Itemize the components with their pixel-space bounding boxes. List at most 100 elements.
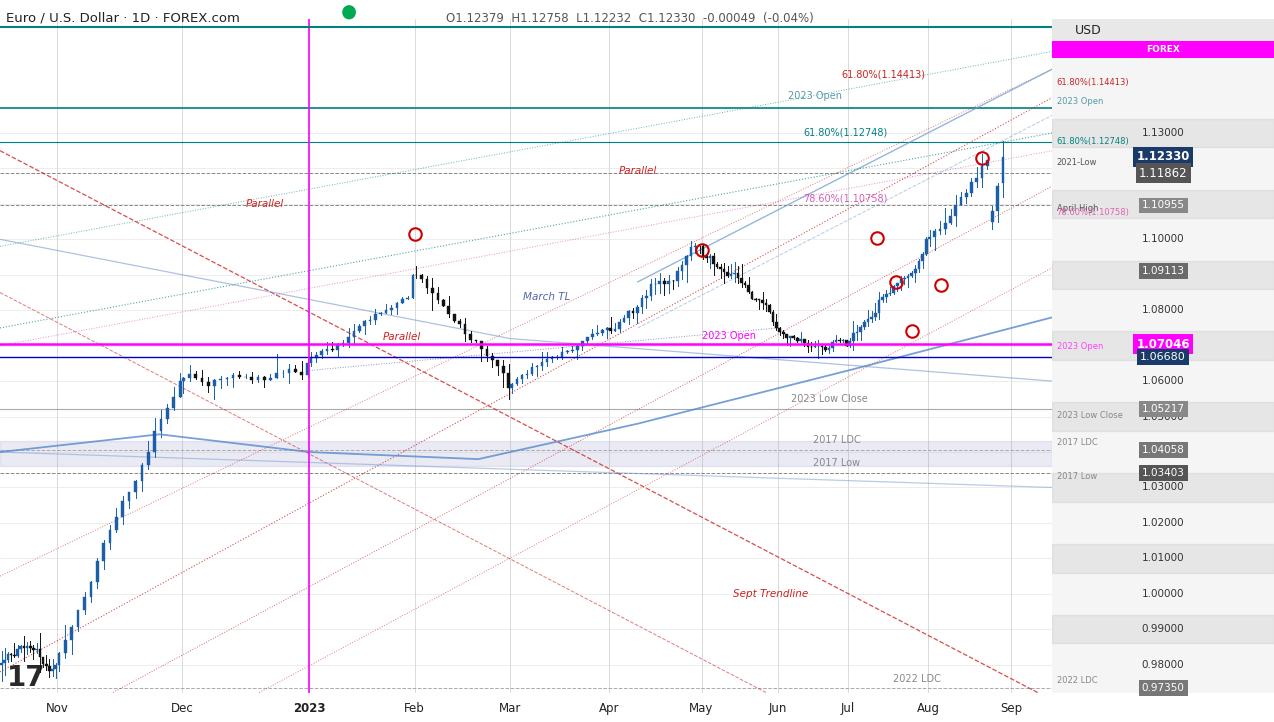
Bar [925, 239, 927, 253]
Bar [437, 293, 440, 300]
Bar [232, 375, 234, 378]
Bar [712, 256, 715, 264]
Bar [32, 648, 34, 650]
Bar [870, 317, 873, 318]
Bar [627, 310, 629, 318]
Text: 0.97350: 0.97350 [1142, 683, 1185, 693]
Bar [614, 329, 617, 331]
Bar [13, 655, 15, 656]
Text: Nov: Nov [46, 702, 69, 715]
Bar [885, 294, 888, 297]
Bar [83, 597, 85, 610]
Bar [903, 278, 906, 279]
Bar [535, 366, 539, 367]
Bar [996, 186, 999, 211]
Text: April High: April High [1056, 204, 1098, 214]
Bar [195, 374, 197, 378]
Bar [641, 298, 643, 308]
Bar [680, 265, 683, 271]
Bar [785, 334, 789, 339]
Bar [991, 211, 994, 222]
Bar [521, 375, 524, 379]
Bar [939, 229, 941, 230]
Bar [206, 382, 209, 386]
Bar [685, 256, 688, 265]
Bar [716, 264, 719, 267]
Text: 1.09000: 1.09000 [1142, 270, 1185, 279]
Bar [636, 308, 638, 313]
Text: 78.60%(1.10758): 78.60%(1.10758) [804, 193, 888, 203]
Bar [820, 346, 823, 347]
Bar [576, 346, 578, 350]
Text: 1.11862: 1.11862 [1139, 167, 1187, 180]
Bar [540, 362, 543, 366]
Bar [676, 271, 679, 282]
Bar [353, 331, 355, 337]
Bar [115, 517, 117, 530]
Text: 1.05000: 1.05000 [1142, 412, 1185, 422]
Text: FOREX: FOREX [1147, 45, 1180, 54]
Text: Apr: Apr [599, 702, 619, 715]
Bar [306, 363, 310, 375]
Bar [348, 337, 350, 342]
Bar [326, 349, 329, 351]
Bar [310, 358, 312, 363]
Bar [238, 375, 241, 378]
Bar [761, 300, 764, 303]
Bar [862, 322, 866, 327]
Bar [623, 318, 626, 321]
Bar [828, 348, 831, 350]
Bar [55, 665, 57, 669]
Bar [921, 253, 924, 261]
Text: 61.80%(1.14413): 61.80%(1.14413) [1056, 79, 1129, 87]
Bar [1052, 544, 1274, 573]
Bar [29, 645, 32, 648]
Bar [315, 355, 317, 358]
Bar [219, 378, 222, 380]
Bar [1052, 19, 1274, 41]
Bar [911, 274, 913, 276]
Bar [1052, 474, 1274, 502]
Bar [824, 347, 827, 350]
Bar [89, 582, 92, 597]
Bar [452, 314, 456, 321]
Text: O1.12379  H1.12758  L1.12232  C1.12330  -0.00049  (-0.04%): O1.12379 H1.12758 L1.12232 C1.12330 -0.0… [446, 12, 814, 25]
Bar [970, 182, 973, 193]
Bar [275, 373, 278, 378]
Bar [882, 297, 884, 300]
Bar [36, 648, 38, 650]
Text: 61.80%(1.14413): 61.80%(1.14413) [842, 70, 926, 80]
Text: Parallel: Parallel [246, 199, 284, 209]
Bar [294, 370, 297, 373]
Bar [1001, 157, 1004, 183]
Bar [944, 223, 947, 229]
Bar [848, 342, 851, 346]
Text: 2023 Open: 2023 Open [1056, 97, 1103, 105]
Bar [331, 349, 334, 350]
Bar [497, 360, 499, 366]
Text: 1.03403: 1.03403 [1142, 468, 1185, 478]
Bar [288, 370, 290, 373]
Bar [469, 334, 471, 340]
Bar [750, 292, 753, 299]
Text: 1.00000: 1.00000 [1142, 589, 1185, 599]
Text: 1.04000: 1.04000 [1142, 447, 1185, 457]
Bar [866, 318, 869, 322]
Bar [201, 378, 204, 382]
Bar [182, 378, 185, 381]
Text: 1.01000: 1.01000 [1142, 553, 1185, 563]
Bar [4, 661, 6, 664]
Bar [426, 279, 428, 288]
Bar [358, 326, 361, 331]
Text: Parallel: Parallel [619, 166, 657, 175]
Bar [668, 282, 670, 284]
Bar [878, 300, 880, 313]
Text: 61.80%(1.12748): 61.80%(1.12748) [804, 128, 888, 138]
Text: 1.11000: 1.11000 [1142, 199, 1185, 209]
Text: 1.05217: 1.05217 [1142, 404, 1185, 414]
Bar [929, 237, 931, 239]
Bar [702, 246, 705, 256]
Text: 1.06000: 1.06000 [1142, 376, 1185, 386]
Bar [896, 283, 898, 286]
Bar [48, 666, 51, 671]
